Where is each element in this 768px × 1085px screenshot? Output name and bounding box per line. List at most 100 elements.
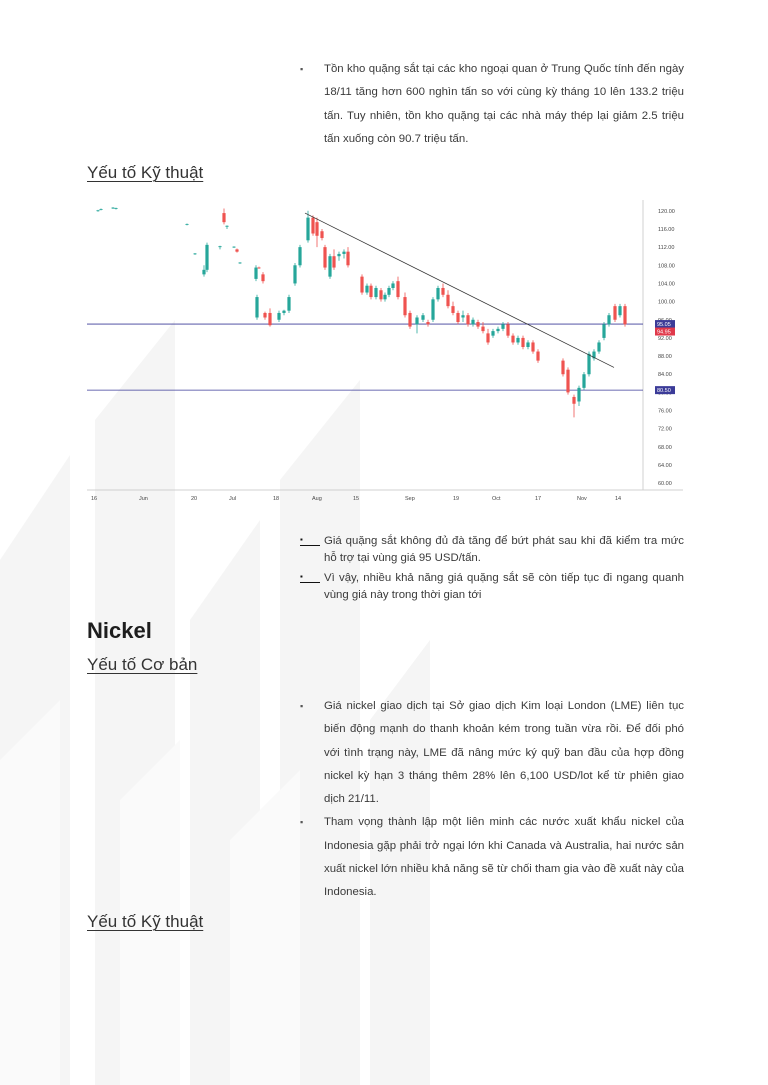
candle-body <box>328 256 332 277</box>
candle-body <box>613 306 617 320</box>
candle-body <box>441 287 445 295</box>
candle-body <box>387 287 391 295</box>
y-tick-label: 68.00 <box>658 445 672 451</box>
candle-body <box>232 246 236 248</box>
candle-body <box>379 290 383 300</box>
candle-body <box>408 312 412 327</box>
candle-body <box>476 322 480 327</box>
candle-body <box>481 326 485 332</box>
candle-body <box>618 306 622 316</box>
nickel-fundamental-heading: Yếu tố Cơ bản <box>87 655 198 674</box>
y-tick-label: 64.00 <box>658 463 672 469</box>
candle-body <box>521 337 525 347</box>
candle-body <box>311 217 315 234</box>
price-label-box <box>655 386 675 395</box>
candle-body <box>526 342 530 347</box>
x-tick-label: 18 <box>273 496 279 502</box>
y-tick-label: 112.00 <box>658 245 674 251</box>
candle-body <box>415 317 419 325</box>
candle-body <box>471 319 475 325</box>
y-tick-label: 120.00 <box>658 209 675 215</box>
y-tick-label: 60.00 <box>658 481 672 487</box>
candle-body <box>320 231 324 239</box>
candle-body <box>323 247 327 268</box>
candle-body <box>396 281 400 298</box>
bullet-underline <box>300 582 320 583</box>
candle-body <box>501 324 505 329</box>
y-tick-label: 92.00 <box>658 336 672 342</box>
candle-body <box>257 267 261 269</box>
candle-body <box>456 312 460 323</box>
candle-body <box>431 299 435 320</box>
candle-body <box>225 225 229 227</box>
bullet-underline <box>300 545 320 546</box>
candle-body <box>282 310 286 313</box>
y-tick-label: 100.00 <box>658 300 675 306</box>
iron-ore-technical-heading: Yếu tố Kỹ thuật <box>87 163 204 182</box>
candle-body <box>96 210 100 212</box>
x-tick-label: 19 <box>453 496 459 502</box>
downtrend-line <box>304 212 615 368</box>
candle-body <box>337 253 341 257</box>
iron-ore-price-chart: 120.00116.00112.00108.00104.00100.0096.0… <box>87 200 683 505</box>
y-tick-label: 72.00 <box>658 427 672 433</box>
candle-body <box>623 306 627 325</box>
x-tick-label: 20 <box>191 496 197 502</box>
candle-body <box>298 247 302 266</box>
x-tick-label: Oct <box>492 496 501 502</box>
candle-body <box>360 276 364 293</box>
candle-body <box>277 312 281 320</box>
candle-body <box>185 223 189 225</box>
candle-body <box>254 267 258 279</box>
x-tick-label: Sep <box>405 496 415 502</box>
candle-body <box>436 287 440 300</box>
candle-body <box>383 294 387 300</box>
nickel-title: Nickel <box>87 618 152 643</box>
candle-body <box>222 213 226 223</box>
candle-body <box>263 312 267 318</box>
price-label-text: 95.05 <box>657 322 671 328</box>
candle-body <box>511 335 515 343</box>
candle-body <box>332 256 336 268</box>
candle-body <box>111 207 115 209</box>
candle-body <box>572 396 576 404</box>
y-tick-label: 84.00 <box>658 372 672 378</box>
bullet-support-test: Giá quặng sắt không đủ đà tăng để bứt ph… <box>300 531 684 567</box>
bullet-inventory: Tồn kho quặng sắt tại các kho ngoại quan… <box>300 58 684 151</box>
y-tick-label: 108.00 <box>658 263 675 269</box>
candle-body <box>365 285 369 293</box>
candle-body <box>496 328 500 332</box>
candle-body <box>531 342 535 352</box>
candle-body <box>446 294 450 307</box>
candle-body <box>193 253 197 255</box>
candle-body <box>582 374 586 388</box>
candlestick-chart-svg: 120.00116.00112.00108.00104.00100.0096.0… <box>87 200 683 502</box>
inventory-bullets: Tồn kho quặng sắt tại các kho ngoại quan… <box>300 58 684 151</box>
candle-body <box>566 369 570 393</box>
candle-body <box>205 244 209 270</box>
candle-body <box>536 351 540 361</box>
candle-body <box>421 315 425 320</box>
y-tick-label: 76.00 <box>658 409 672 415</box>
current-price-box <box>655 327 675 336</box>
candle-body <box>426 322 430 325</box>
y-tick-label: 88.00 <box>658 354 672 360</box>
candle-body <box>315 222 319 236</box>
x-tick-label: 17 <box>535 496 541 502</box>
x-tick-label: Jul <box>229 496 236 502</box>
candle-body <box>592 351 596 359</box>
candle-body <box>369 285 373 298</box>
bullet-support-test-text: Giá quặng sắt không đủ đà tăng để bứt ph… <box>324 535 684 564</box>
x-tick-label: 14 <box>615 496 621 502</box>
bullet-sideways-outlook: Vì vậy, nhiều khả năng giá quặng sắt sẽ … <box>300 568 684 604</box>
x-tick-label: Aug <box>312 496 322 502</box>
candle-body <box>238 262 242 264</box>
candle-body <box>516 337 520 343</box>
candle-body <box>346 251 350 266</box>
candle-body <box>306 217 310 241</box>
candle-body <box>287 297 291 311</box>
y-tick-label: 116.00 <box>658 227 674 233</box>
candle-body <box>261 274 265 282</box>
candle-body <box>597 342 601 352</box>
